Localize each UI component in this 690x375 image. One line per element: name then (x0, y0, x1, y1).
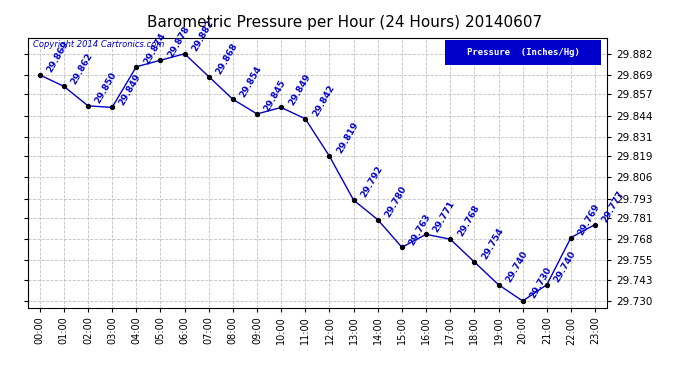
Text: 29.792: 29.792 (359, 165, 384, 200)
Text: 29.849: 29.849 (118, 72, 143, 106)
Text: 29.874: 29.874 (142, 31, 167, 66)
Point (589, 222, 600, 228)
Text: 29.769: 29.769 (577, 202, 602, 237)
Text: 29.854: 29.854 (239, 64, 264, 99)
Point (34, 72, 46, 78)
Point (541, 282, 552, 288)
Text: 29.771: 29.771 (432, 199, 457, 234)
Point (420, 231, 432, 237)
Point (276, 105, 287, 111)
Point (324, 153, 335, 159)
Text: 29.845: 29.845 (263, 78, 288, 113)
Text: 29.862: 29.862 (70, 51, 95, 86)
Text: 29.869: 29.869 (46, 39, 70, 74)
Text: 29.768: 29.768 (456, 204, 481, 238)
Point (179, 51, 190, 57)
Point (373, 217, 384, 223)
Text: Copyright 2014 Cartronics.com: Copyright 2014 Cartronics.com (33, 40, 165, 49)
Text: 29.754: 29.754 (480, 226, 505, 261)
Text: 29.780: 29.780 (384, 184, 408, 219)
Text: 29.842: 29.842 (311, 83, 336, 118)
Point (203, 74, 214, 80)
Point (83, 103, 94, 109)
Point (155, 57, 166, 63)
Text: 29.882: 29.882 (190, 18, 215, 53)
Text: 29.878: 29.878 (166, 25, 191, 60)
Text: 29.763: 29.763 (408, 212, 433, 246)
Text: 29.849: 29.849 (287, 72, 312, 106)
Text: 29.740: 29.740 (553, 249, 578, 284)
Text: 29.740: 29.740 (504, 249, 529, 284)
Text: Barometric Pressure per Hour (24 Hours) 20140607: Barometric Pressure per Hour (24 Hours) … (148, 15, 542, 30)
Point (251, 111, 262, 117)
Point (469, 259, 480, 265)
Text: 29.819: 29.819 (335, 121, 360, 156)
Text: 29.730: 29.730 (529, 266, 553, 300)
Text: 29.777: 29.777 (601, 189, 626, 224)
Text: 29.868: 29.868 (215, 41, 239, 76)
Point (299, 116, 310, 122)
Point (130, 64, 142, 70)
Point (493, 282, 504, 288)
Text: 29.850: 29.850 (94, 70, 119, 105)
Point (106, 105, 117, 111)
Point (396, 244, 407, 250)
Point (58, 83, 69, 89)
Point (348, 197, 359, 203)
Point (518, 298, 529, 304)
Point (444, 236, 455, 242)
Point (228, 96, 239, 102)
Point (565, 234, 576, 240)
